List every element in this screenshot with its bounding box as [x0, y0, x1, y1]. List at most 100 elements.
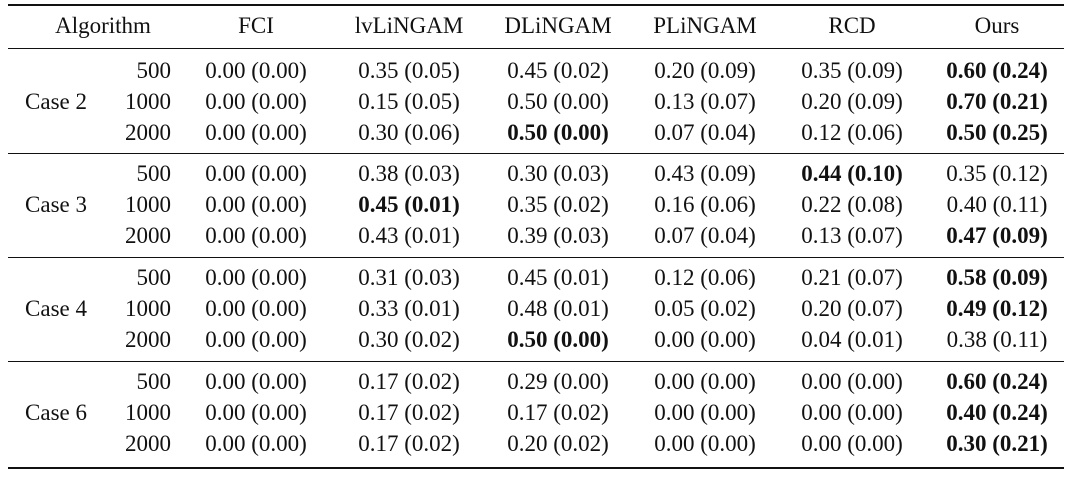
table-cell: 0.43 (0.09): [654, 161, 756, 186]
table-cell: 0.15 (0.05): [358, 89, 460, 114]
table-cell: 0.17 (0.02): [358, 369, 460, 394]
table-cell: 0.50 (0.00): [507, 89, 609, 114]
table-cell: 0.00 (0.00): [205, 327, 307, 352]
table-cell: 0.00 (0.00): [801, 369, 903, 394]
table-cell: 0.07 (0.04): [654, 120, 756, 145]
header-fci: FCI: [238, 13, 274, 38]
sample-size: 1000: [125, 192, 171, 217]
table-cell: 0.60 (0.24): [946, 58, 1048, 83]
case-label: Case 4: [25, 296, 87, 321]
table-cell: 0.30 (0.02): [358, 327, 460, 352]
table-cell: 0.00 (0.00): [654, 400, 756, 425]
table-cell: 0.45 (0.01): [507, 265, 609, 290]
table-cell: 0.30 (0.06): [358, 120, 460, 145]
table-cell: 0.00 (0.00): [205, 265, 307, 290]
table-cell: 0.07 (0.04): [654, 223, 756, 248]
table-cell: 0.50 (0.00): [507, 120, 609, 145]
table-cell: 0.16 (0.06): [654, 192, 756, 217]
table-cell: 0.45 (0.02): [507, 58, 609, 83]
case-label: Case 2: [25, 89, 87, 114]
table-cell: 0.35 (0.09): [801, 58, 903, 83]
table-cell: 0.50 (0.25): [946, 120, 1048, 145]
table-cell: 0.21 (0.07): [801, 265, 903, 290]
table-cell: 0.49 (0.12): [946, 296, 1048, 321]
table-cell: 0.00 (0.00): [205, 400, 307, 425]
sample-size: 1000: [125, 296, 171, 321]
table-cell: 0.20 (0.09): [801, 89, 903, 114]
table-cell: 0.44 (0.10): [801, 161, 903, 186]
table-cell: 0.00 (0.00): [205, 296, 307, 321]
sample-size: 1000: [125, 89, 171, 114]
table-cell: 0.00 (0.00): [205, 120, 307, 145]
table-cell: 0.70 (0.21): [946, 89, 1048, 114]
table-cell: 0.47 (0.09): [946, 223, 1048, 248]
sample-size: 1000: [125, 400, 171, 425]
table-cell: 0.00 (0.00): [654, 431, 756, 456]
sample-size: 2000: [125, 431, 171, 456]
table-cell: 0.30 (0.21): [946, 431, 1048, 456]
table-cell: 0.35 (0.05): [358, 58, 460, 83]
table-cell: 0.17 (0.02): [358, 400, 460, 425]
table-cell: 0.30 (0.03): [507, 161, 609, 186]
table-cell: 0.29 (0.00): [507, 369, 609, 394]
header-plingam: PLiNGAM: [653, 13, 757, 38]
table-cell: 0.17 (0.02): [358, 431, 460, 456]
table-rule: [8, 48, 1064, 49]
table-cell: 0.00 (0.00): [205, 161, 307, 186]
table-rule: [8, 153, 1064, 154]
sample-size: 2000: [125, 223, 171, 248]
table-cell: 0.12 (0.06): [654, 265, 756, 290]
table-cell: 0.00 (0.00): [205, 369, 307, 394]
table-cell: 0.17 (0.02): [507, 400, 609, 425]
table-cell: 0.58 (0.09): [946, 265, 1048, 290]
table-cell: 0.50 (0.00): [507, 327, 609, 352]
sample-size: 500: [136, 58, 172, 83]
table-cell: 0.20 (0.09): [654, 58, 756, 83]
table-rule: [8, 467, 1064, 469]
table-cell: 0.00 (0.00): [801, 431, 903, 456]
table-cell: 0.13 (0.07): [801, 223, 903, 248]
table-cell: 0.20 (0.02): [507, 431, 609, 456]
header-ours: Ours: [974, 13, 1020, 38]
header-dlingam: DLiNGAM: [504, 13, 612, 38]
table-cell: 0.33 (0.01): [358, 296, 460, 321]
sample-size: 500: [136, 369, 172, 394]
table-cell: 0.48 (0.01): [507, 296, 609, 321]
table-cell: 0.00 (0.00): [205, 223, 307, 248]
table-cell: 0.35 (0.02): [507, 192, 609, 217]
header-lvlingam: lvLiNGAM: [354, 13, 464, 38]
table-cell: 0.00 (0.00): [205, 89, 307, 114]
table-cell: 0.38 (0.03): [358, 161, 460, 186]
table-rule: [8, 257, 1064, 258]
sample-size: 2000: [125, 327, 171, 352]
table-cell: 0.00 (0.00): [205, 431, 307, 456]
table-cell: 0.05 (0.02): [654, 296, 756, 321]
results-table: Algorithm FCI lvLiNGAM DLiNGAM PLiNGAM RCD Our…: [8, 0, 1064, 478]
table-cell: 0.60 (0.24): [946, 369, 1048, 394]
table-rule: [8, 4, 1064, 6]
table-cell: 0.43 (0.01): [358, 223, 460, 248]
table-cell: 0.35 (0.12): [946, 161, 1048, 186]
table-cell: 0.00 (0.00): [801, 400, 903, 425]
table-rule: [8, 361, 1064, 362]
table-cell: 0.00 (0.00): [654, 369, 756, 394]
table-cell: 0.38 (0.11): [946, 327, 1048, 352]
case-label: Case 6: [25, 400, 87, 425]
sample-size: 500: [136, 161, 172, 186]
table-cell: 0.04 (0.01): [801, 327, 903, 352]
table-cell: 0.45 (0.01): [358, 192, 460, 217]
header-algorithm: Algorithm: [55, 13, 151, 38]
table-cell: 0.00 (0.00): [205, 58, 307, 83]
table-cell: 0.31 (0.03): [358, 265, 460, 290]
sample-size: 500: [136, 265, 172, 290]
table-cell: 0.40 (0.24): [946, 400, 1048, 425]
table-cell: 0.22 (0.08): [801, 192, 903, 217]
table-cell: 0.00 (0.00): [654, 327, 756, 352]
table-cell: 0.12 (0.06): [801, 120, 903, 145]
table-cell: 0.00 (0.00): [205, 192, 307, 217]
table-cell: 0.20 (0.07): [801, 296, 903, 321]
table-cell: 0.39 (0.03): [507, 223, 609, 248]
header-rcd: RCD: [828, 13, 876, 38]
table-cell: 0.13 (0.07): [654, 89, 756, 114]
table-cell: 0.40 (0.11): [946, 192, 1048, 217]
